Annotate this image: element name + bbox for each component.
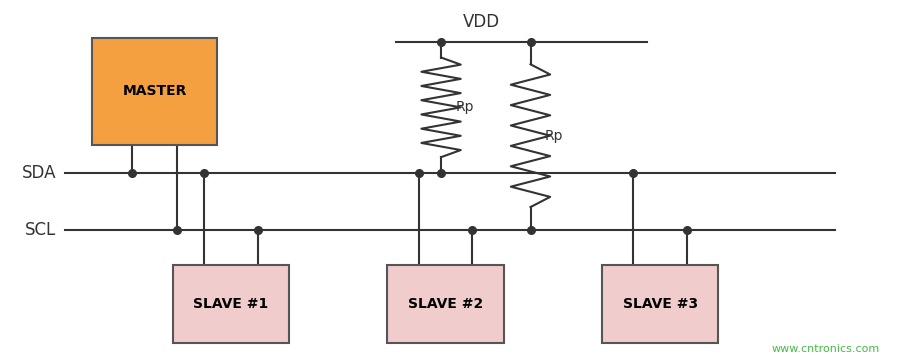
FancyBboxPatch shape bbox=[173, 265, 289, 343]
Text: SLAVE #3: SLAVE #3 bbox=[623, 297, 698, 311]
Text: VDD: VDD bbox=[463, 13, 500, 31]
Text: Rp: Rp bbox=[455, 100, 474, 114]
Text: SCL: SCL bbox=[25, 221, 57, 239]
Text: MASTER: MASTER bbox=[122, 84, 187, 98]
Text: www.cntronics.com: www.cntronics.com bbox=[771, 344, 879, 354]
Text: SDA: SDA bbox=[22, 164, 57, 182]
FancyBboxPatch shape bbox=[602, 265, 718, 343]
Text: Rp: Rp bbox=[544, 129, 563, 143]
FancyBboxPatch shape bbox=[92, 38, 218, 145]
Text: SLAVE #2: SLAVE #2 bbox=[408, 297, 483, 311]
FancyBboxPatch shape bbox=[387, 265, 504, 343]
Text: SLAVE #1: SLAVE #1 bbox=[194, 297, 268, 311]
